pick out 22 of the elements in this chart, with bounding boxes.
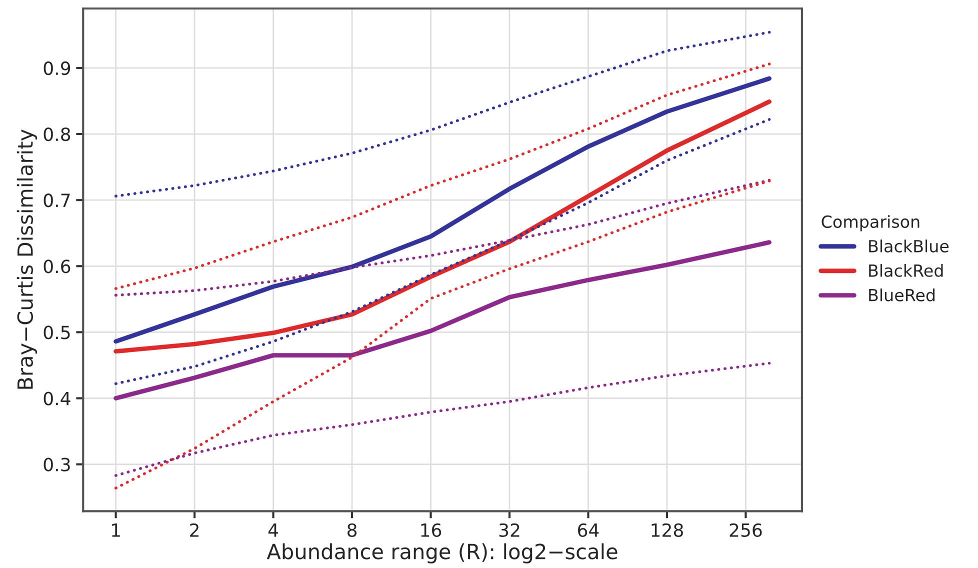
y-tick-label: 0.7 xyxy=(44,194,70,208)
x-tick-label: 1 xyxy=(112,524,120,537)
y-tick-label: 0.5 xyxy=(44,326,70,340)
y-axis-title: Bray−Curtis Dissimilarity xyxy=(16,129,38,389)
x-tick-label: 64 xyxy=(578,523,599,537)
y-tick-label: 0.9 xyxy=(44,61,70,76)
x-tick-label: 32 xyxy=(499,523,520,537)
x-tick-label: 256 xyxy=(730,523,762,537)
legend-label: BlueRed xyxy=(869,288,935,302)
legend-label: BlackBlue xyxy=(869,240,949,252)
x-tick-label: 8 xyxy=(348,523,357,537)
x-tick-label: 128 xyxy=(652,523,683,537)
x-tick-label: 4 xyxy=(268,524,278,537)
y-tick-label: 0.8 xyxy=(44,127,70,142)
x-tick-label: 16 xyxy=(421,523,442,537)
x-tick-label: 2 xyxy=(190,523,198,537)
y-tick-label: 0.4 xyxy=(44,392,70,406)
legend-label: BlackRed xyxy=(869,264,943,277)
legend-title: Comparison xyxy=(822,215,920,232)
y-tick-label: 0.3 xyxy=(44,458,70,472)
x-axis-title: Abundance range (R): log2−scale xyxy=(266,543,618,564)
y-tick-label: 0.6 xyxy=(44,260,70,274)
